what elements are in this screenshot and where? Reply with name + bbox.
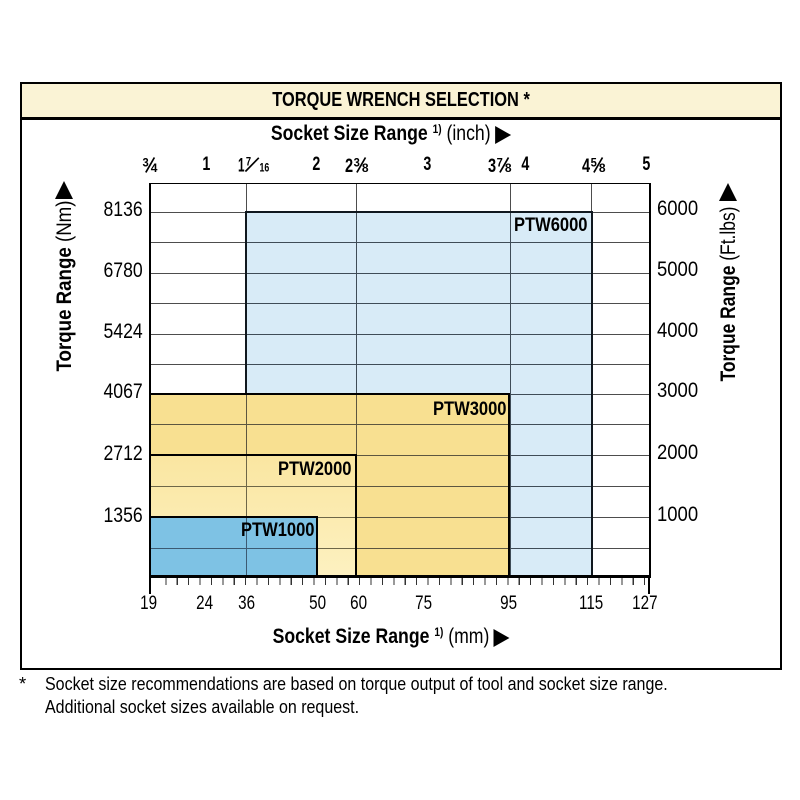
svg-text:3: 3 (143, 156, 149, 170)
svg-text:5: 5 (590, 156, 596, 170)
svg-text:8: 8 (598, 161, 605, 175)
svg-text:8: 8 (362, 161, 369, 175)
svg-text:3: 3 (488, 156, 496, 176)
svg-text:7: 7 (497, 156, 503, 170)
svg-text:16: 16 (259, 163, 269, 175)
svg-text:7: 7 (245, 156, 250, 168)
svg-text:2: 2 (345, 156, 353, 176)
svg-text:4: 4 (151, 161, 158, 175)
svg-text:4: 4 (582, 156, 590, 176)
svg-text:3: 3 (354, 156, 360, 170)
svg-text:8: 8 (505, 161, 512, 175)
svg-text:1: 1 (238, 156, 245, 176)
